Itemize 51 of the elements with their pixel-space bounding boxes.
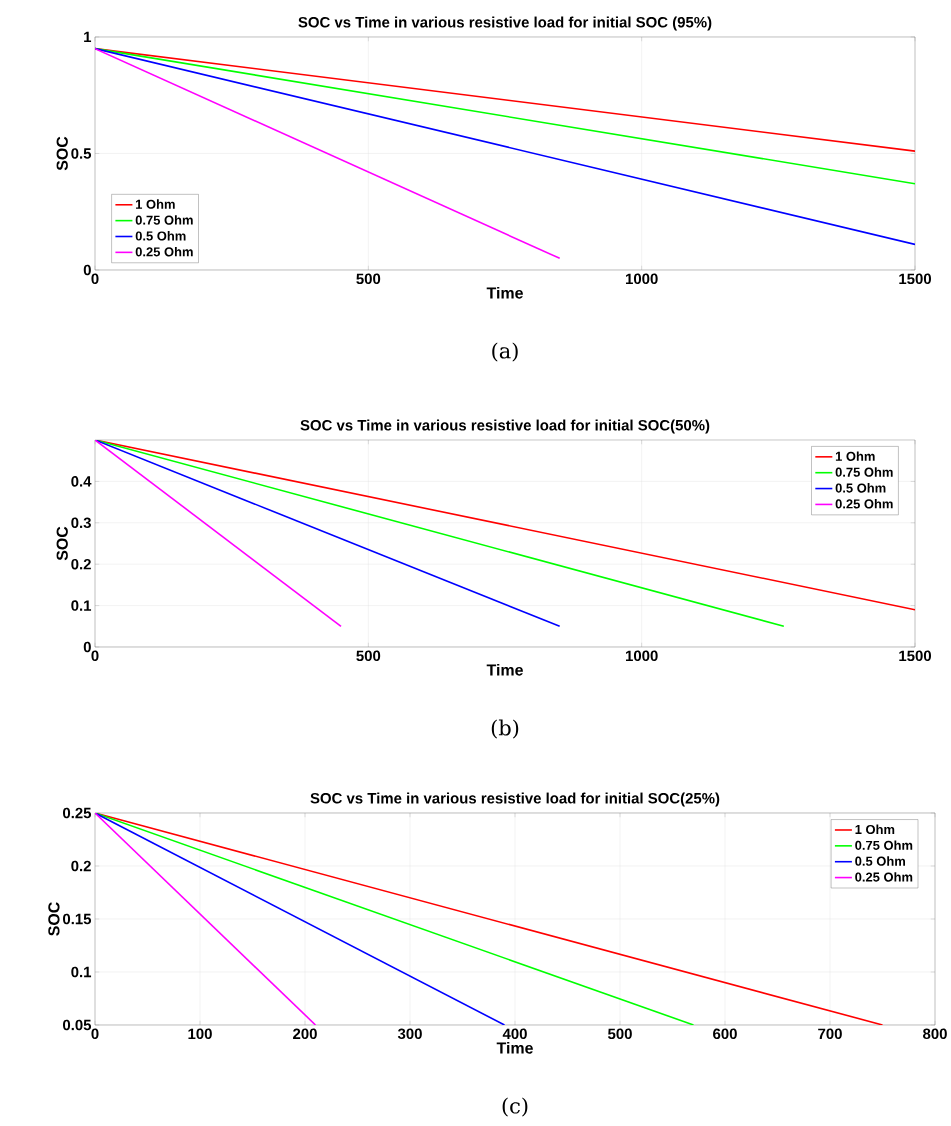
x-tick-label: 500 <box>356 273 381 285</box>
y-axis-title: SOC <box>56 526 68 561</box>
chart-title: SOC vs Time in various resistive load for initial SOC(25%) <box>310 792 720 807</box>
legend-label: 0.25 Ohm <box>855 872 913 882</box>
x-tick-label: 1000 <box>626 650 658 662</box>
x-tick-label: 700 <box>818 1028 842 1040</box>
x-axis-title: Time <box>486 663 524 676</box>
y-tick-label: 0.2 <box>71 558 91 570</box>
text: (a) <box>492 342 518 362</box>
legend-label: 0.5 Ohm <box>855 856 906 866</box>
legend-label: 0.25 Ohm <box>835 498 893 509</box>
x-tick-label: 400 <box>502 1028 527 1040</box>
legend-label: 0.25 Ohm <box>135 246 193 257</box>
y-tick-label: 0.1 <box>71 966 92 978</box>
y-tick-label: 0 <box>83 264 91 276</box>
x-tick-label: 1500 <box>899 273 932 285</box>
x-tick-label: 600 <box>713 1028 737 1040</box>
x-tick-label: 300 <box>397 1028 422 1040</box>
legend-label: 0.75 Ohm <box>855 840 913 850</box>
legend-label: 0.75 Ohm <box>835 467 893 477</box>
x-axis-title: Time <box>496 1041 534 1054</box>
y-axis-title: SOC <box>56 136 68 171</box>
x-tick-label: 1500 <box>899 650 932 662</box>
legend-label: 0.5 Ohm <box>135 231 186 241</box>
y-axis-title: SOC <box>48 902 60 936</box>
chart-title: SOC vs Time in various resistive load for initial SOC(50%) <box>300 419 710 434</box>
y-tick-label: 0.05 <box>63 1019 92 1031</box>
x-tick-label: 800 <box>923 1028 947 1040</box>
y-tick-label: 0 <box>83 641 91 653</box>
y-tick-label: 0.4 <box>71 476 92 487</box>
text: (b) <box>491 719 519 739</box>
y-tick-label: 0.3 <box>71 517 92 529</box>
x-tick-label: 500 <box>608 1028 632 1040</box>
y-tick-label: 0.15 <box>63 913 92 925</box>
y-tick-label: 0.25 <box>63 807 92 819</box>
legend-label: 1 Ohm <box>136 199 175 209</box>
x-tick-label: 1000 <box>626 273 658 285</box>
y-tick-label: 0.5 <box>71 148 92 159</box>
legend-label: 0.5 Ohm <box>835 483 886 493</box>
x-tick-label: 100 <box>188 1028 212 1040</box>
y-tick-label: 1 <box>84 31 92 43</box>
legend-label: 1 Ohm <box>836 451 875 461</box>
legend-label: 0.75 Ohm <box>135 215 193 225</box>
x-axis-title: Time <box>486 286 524 299</box>
x-tick-label: 200 <box>293 1028 317 1040</box>
chart-title: SOC vs Time in various resistive load for initial SOC (95%) <box>298 16 712 31</box>
legend-label: 1 Ohm <box>855 824 895 835</box>
y-tick-label: 0.2 <box>71 860 91 872</box>
y-tick-label: 0.1 <box>71 600 92 611</box>
text: (c) <box>502 1097 528 1117</box>
x-tick-label: 500 <box>356 650 381 662</box>
